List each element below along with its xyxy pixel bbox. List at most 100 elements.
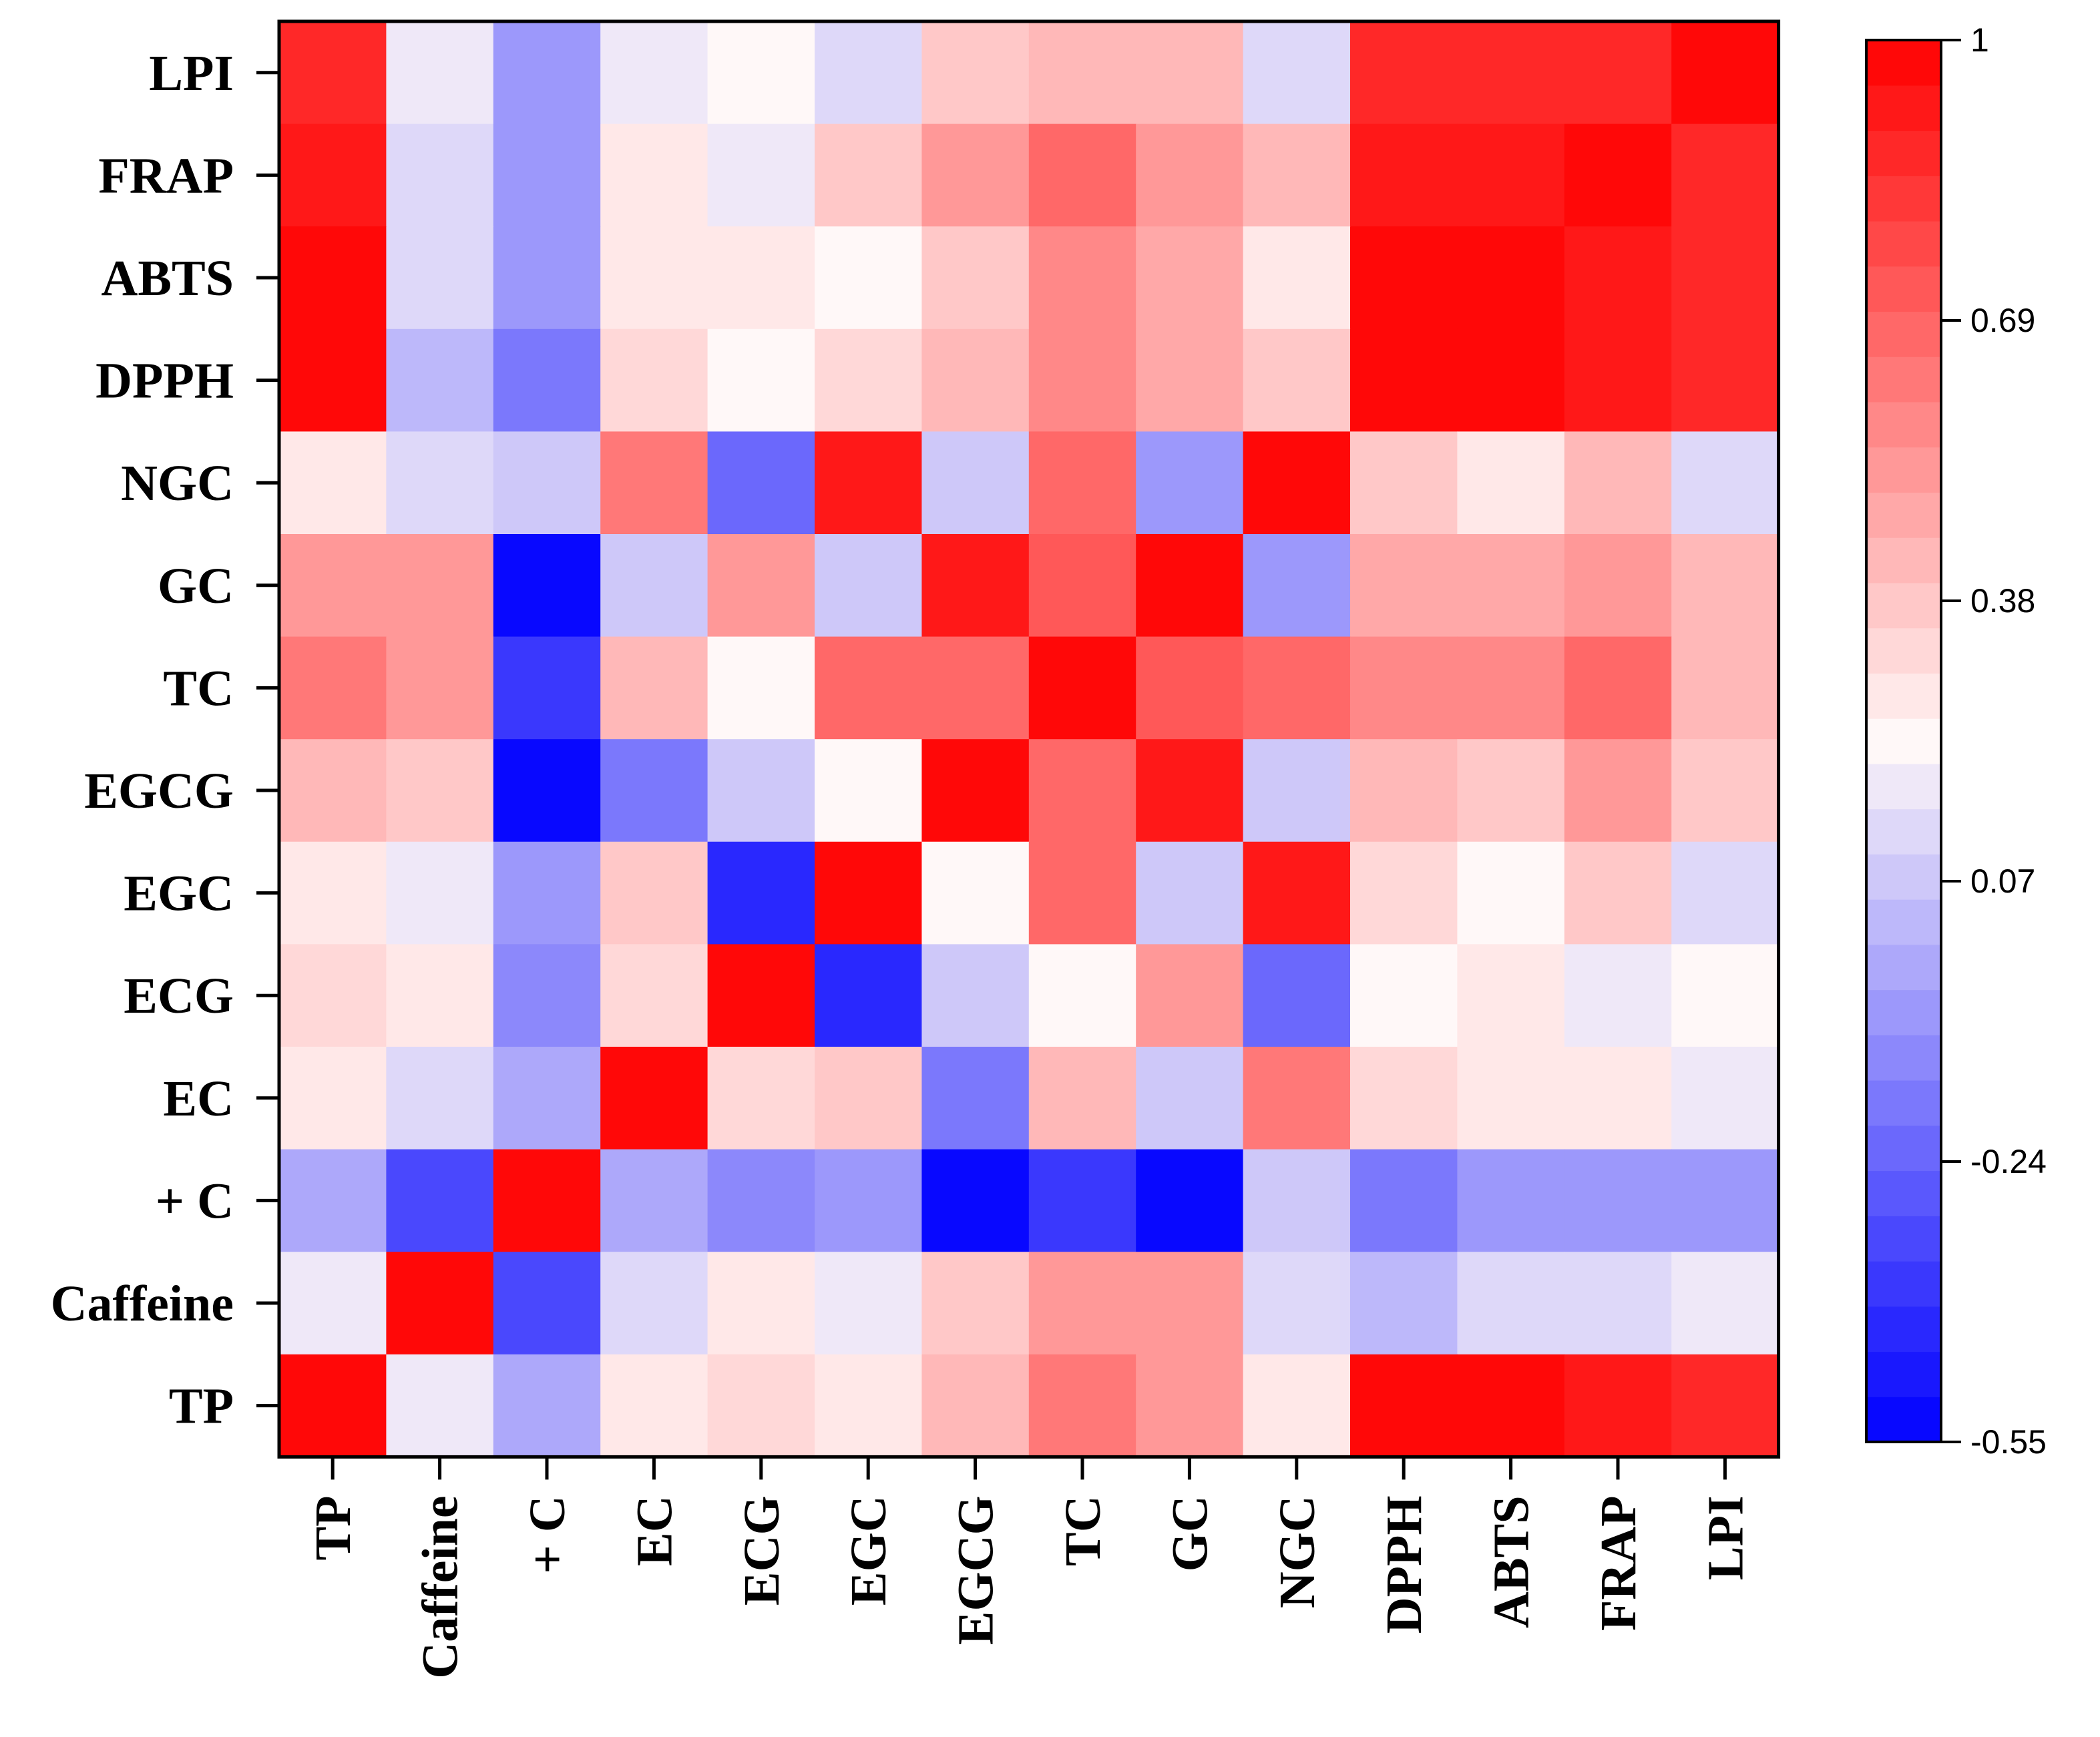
heatmap-cell — [1457, 739, 1565, 842]
heatmap-cell — [279, 123, 387, 227]
heatmap-cell — [1350, 636, 1458, 740]
colorbar-frame — [1865, 39, 1942, 1443]
colorbar-segment — [1866, 1125, 1941, 1172]
heatmap-cell — [1671, 1149, 1779, 1252]
colorbar-segment — [1866, 85, 1941, 132]
heatmap-cell — [815, 123, 922, 227]
heatmap-cell — [921, 944, 1030, 1047]
heatmap-cell — [1350, 1149, 1458, 1252]
heatmap-cell — [279, 636, 387, 740]
x-tick-label: TP — [305, 1495, 361, 1560]
heatmap-cell — [1671, 1354, 1779, 1457]
heatmap-cell — [1457, 123, 1565, 227]
heatmap-cell — [600, 534, 708, 638]
heatmap-cell — [493, 1252, 601, 1355]
heatmap-cell — [493, 431, 601, 535]
heatmap-cell — [1350, 841, 1458, 945]
heatmap-cell — [1243, 226, 1351, 330]
heatmap-cell — [1136, 534, 1244, 638]
heatmap-cell — [1028, 328, 1136, 432]
heatmap-cell — [1564, 328, 1672, 432]
x-tick-label: ECG — [734, 1495, 790, 1605]
y-tick-label: TP — [169, 1379, 234, 1435]
heatmap-cell — [386, 226, 494, 330]
heatmap-cell — [386, 534, 494, 638]
colorbar-segment — [1866, 628, 1941, 674]
colorbar-segment — [1866, 220, 1941, 267]
colorbar-segment — [1866, 40, 1941, 86]
colorbar-segment — [1866, 1306, 1941, 1352]
heatmap-cell — [279, 226, 387, 330]
heatmap-cell — [1243, 841, 1351, 945]
heatmap-cells — [279, 21, 1779, 1457]
colorbar-segment — [1866, 266, 1941, 312]
heatmap-cell — [1564, 1149, 1672, 1252]
heatmap-cell — [600, 841, 708, 945]
heatmap-cell — [921, 739, 1030, 842]
colorbar-segment — [1866, 401, 1941, 448]
heatmap-cell — [1136, 1047, 1244, 1150]
heatmap-cell — [1136, 21, 1244, 125]
heatmap-cell — [1136, 328, 1244, 432]
heatmap-cell — [815, 1047, 922, 1150]
heatmap-cell — [707, 226, 815, 330]
heatmap-cell — [707, 739, 815, 842]
x-tick-label: ABTS — [1484, 1495, 1540, 1628]
heatmap-cell — [1671, 739, 1779, 842]
heatmap-cell — [386, 636, 494, 740]
heatmap-cell — [707, 1252, 815, 1355]
heatmap-cell — [1457, 636, 1565, 740]
heatmap-cell — [600, 1354, 708, 1457]
heatmap-cell — [1564, 534, 1672, 638]
heatmap-cell — [921, 431, 1030, 535]
x-tick-label: FRAP — [1591, 1495, 1647, 1631]
heatmap-cell — [707, 534, 815, 638]
heatmap-cell — [1564, 944, 1672, 1047]
heatmap-cell — [1457, 21, 1565, 125]
y-tick-label: ABTS — [101, 250, 234, 306]
y-tick-label: EGC — [124, 866, 234, 922]
heatmap-cell — [1564, 1354, 1672, 1457]
heatmap-cell — [600, 1149, 708, 1252]
heatmap-cell — [1350, 1252, 1458, 1355]
colorbar-segment — [1866, 311, 1941, 357]
heatmap-cell — [600, 1252, 708, 1355]
heatmap-cell — [815, 328, 922, 432]
colorbar-segment — [1866, 1351, 1941, 1397]
heatmap-cell — [1136, 1354, 1244, 1457]
heatmap-cell — [707, 1149, 815, 1252]
heatmap-cell — [921, 534, 1030, 638]
heatmap-cell — [386, 944, 494, 1047]
heatmap-cell — [1243, 1149, 1351, 1252]
heatmap-cell — [707, 636, 815, 740]
heatmap-cell — [1671, 636, 1779, 740]
heatmap-cell — [707, 1354, 815, 1457]
heatmap-cell — [1671, 1252, 1779, 1355]
heatmap-cell — [1564, 1047, 1672, 1150]
heatmap-cell — [1028, 1047, 1136, 1150]
heatmap-cell — [600, 123, 708, 227]
heatmap-cell — [1028, 636, 1136, 740]
heatmap-cell — [1350, 1047, 1458, 1150]
heatmap-cell — [815, 944, 922, 1047]
colorbar-tick-label: -0.24 — [1970, 1143, 2047, 1180]
heatmap-cell — [1136, 431, 1244, 535]
heatmap-cell — [921, 1149, 1030, 1252]
heatmap-cell — [493, 944, 601, 1047]
colorbar-segment — [1866, 1080, 1941, 1126]
heatmap-cell — [1457, 1354, 1565, 1457]
heatmap-cell — [493, 21, 601, 125]
heatmap-cell — [815, 534, 922, 638]
heatmap-cell — [1350, 226, 1458, 330]
heatmap-cell — [707, 123, 815, 227]
colorbar-tick-label: 0.69 — [1970, 302, 2035, 339]
x-tick-label: + C — [519, 1495, 576, 1573]
heatmap-cell — [1671, 226, 1779, 330]
y-tick-label: FRAP — [98, 148, 234, 204]
heatmap-cell — [1243, 534, 1351, 638]
colorbar-segment — [1866, 176, 1941, 222]
heatmap-cell — [600, 1047, 708, 1150]
heatmap-cell — [1350, 21, 1458, 125]
heatmap-cell — [815, 636, 922, 740]
